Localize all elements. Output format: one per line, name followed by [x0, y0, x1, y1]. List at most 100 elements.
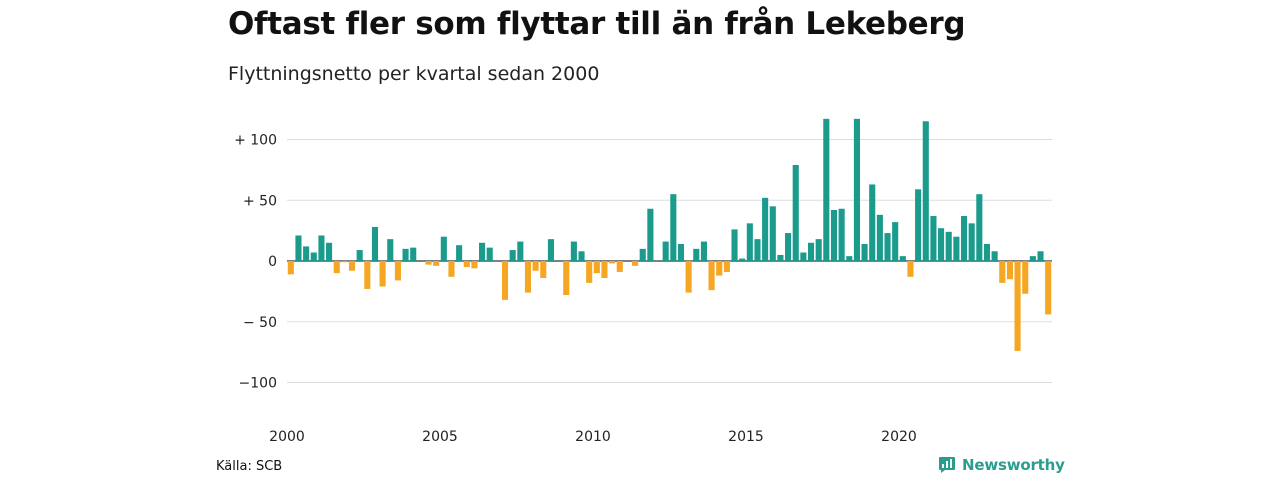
- bar: [387, 239, 394, 261]
- bar: [632, 261, 639, 266]
- bar: [402, 248, 409, 261]
- bar: [930, 216, 937, 261]
- bar: [999, 261, 1006, 283]
- bar: [348, 261, 356, 271]
- bar: [899, 256, 906, 261]
- bar: [379, 261, 386, 287]
- bar: [1029, 256, 1036, 261]
- bar: [517, 241, 524, 261]
- x-tick-label: 2005: [422, 429, 458, 445]
- bar: [815, 239, 822, 261]
- bar: [800, 252, 807, 262]
- bar: [609, 261, 616, 264]
- bar: [991, 251, 998, 261]
- bar: [479, 242, 486, 262]
- bar: [570, 241, 577, 261]
- x-tick-label: 2000: [269, 429, 305, 445]
- bar: [983, 243, 991, 261]
- bar: [1014, 261, 1021, 351]
- bar: [953, 236, 960, 261]
- bar: [968, 223, 975, 261]
- newsworthy-logo-icon: [939, 457, 955, 473]
- bar: [486, 247, 493, 261]
- chart-title: Oftast fler som flyttar till än från Lek…: [228, 6, 966, 42]
- bar: [586, 261, 593, 283]
- bar: [762, 197, 769, 261]
- bar: [884, 233, 891, 262]
- bar: [639, 248, 646, 261]
- bar: [578, 251, 585, 261]
- bar: [471, 261, 478, 269]
- bar: [601, 261, 608, 279]
- y-tick-label: 0: [268, 254, 277, 270]
- bar: [892, 222, 899, 261]
- bar: [463, 261, 470, 268]
- bar: [326, 242, 333, 262]
- bar: [509, 250, 516, 261]
- x-tick-label: 2010: [575, 429, 611, 445]
- bar: [371, 226, 379, 261]
- bar: [700, 241, 707, 261]
- bar: [295, 235, 302, 262]
- bar: [785, 233, 792, 262]
- bar: [723, 261, 730, 272]
- bar: [356, 250, 363, 261]
- bar: [425, 261, 432, 265]
- brand-name: Newsworthy: [962, 456, 1065, 474]
- bar: [915, 189, 922, 261]
- x-tick-label: 2020: [881, 429, 917, 445]
- bar: [410, 247, 417, 261]
- bar: [945, 231, 952, 261]
- bar: [524, 261, 532, 293]
- bar: [792, 165, 799, 261]
- bar: [777, 254, 784, 262]
- bar: [440, 236, 447, 261]
- y-tick-label: + 50: [243, 193, 277, 209]
- bar: [976, 194, 983, 262]
- bar: [616, 261, 623, 272]
- bar: [333, 261, 340, 274]
- bar: [547, 239, 554, 261]
- bar: [838, 208, 845, 261]
- bar: [647, 208, 654, 261]
- bar: [823, 118, 830, 261]
- bar: [364, 261, 371, 289]
- bar: [1022, 261, 1029, 294]
- bar: [563, 261, 570, 296]
- x-tick-label: 2015: [728, 429, 764, 445]
- bar: [448, 261, 455, 277]
- bar: [846, 256, 853, 261]
- y-tick-label: + 100: [234, 133, 277, 149]
- bar: [540, 261, 547, 279]
- bar: [593, 261, 600, 274]
- bar: [1037, 251, 1044, 261]
- bar: [394, 261, 401, 281]
- bar: [318, 235, 325, 262]
- y-tick-label: −100: [239, 376, 277, 392]
- bar: [456, 245, 463, 261]
- bar: [693, 248, 700, 261]
- bar: [960, 216, 968, 261]
- bar: [769, 206, 776, 261]
- bar: [754, 239, 761, 261]
- bar: [716, 261, 723, 276]
- bar: [303, 246, 310, 261]
- bar: [869, 184, 876, 261]
- bar: [287, 261, 294, 275]
- bar: [938, 228, 945, 261]
- bar: [685, 261, 692, 293]
- bar: [830, 209, 838, 261]
- bar: [433, 261, 440, 266]
- source-label: Källa: SCB: [216, 459, 283, 474]
- bar: [1006, 261, 1013, 280]
- brand: Newsworthy: [938, 456, 1065, 474]
- bar: [922, 121, 929, 262]
- bar: [731, 229, 738, 261]
- chart-subtitle: Flyttningsnetto per kvartal sedan 2000: [228, 63, 600, 85]
- bar: [907, 261, 914, 277]
- bar: [853, 118, 860, 261]
- bar: [670, 194, 677, 262]
- bar: [677, 243, 685, 261]
- bar: [662, 241, 669, 261]
